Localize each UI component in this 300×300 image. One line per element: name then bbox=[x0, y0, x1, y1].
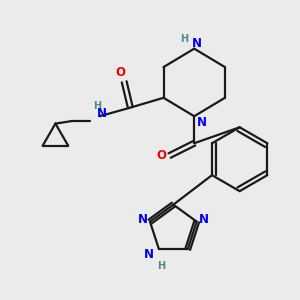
Text: H: H bbox=[93, 101, 101, 111]
Text: N: N bbox=[138, 213, 148, 226]
Text: O: O bbox=[116, 65, 125, 79]
Text: N: N bbox=[196, 116, 207, 129]
Text: N: N bbox=[144, 248, 154, 260]
Text: O: O bbox=[156, 149, 166, 162]
Text: N: N bbox=[192, 37, 202, 50]
Text: N: N bbox=[199, 213, 209, 226]
Text: N: N bbox=[97, 107, 107, 120]
Text: H: H bbox=[180, 34, 188, 44]
Text: H: H bbox=[157, 261, 165, 271]
